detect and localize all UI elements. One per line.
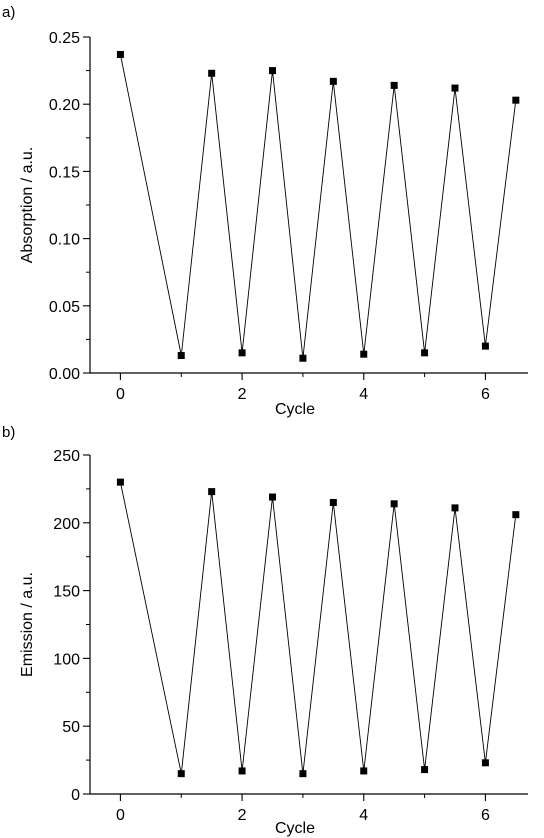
y-tick-label: 50	[62, 719, 80, 736]
y-axis-title: Emission / a.u.	[19, 572, 36, 677]
x-axis-title: Cycle	[275, 820, 315, 837]
data-point	[116, 478, 124, 486]
data-point	[512, 96, 520, 104]
y-tick-label: 0.25	[49, 30, 80, 47]
y-tick-label: 100	[53, 651, 80, 668]
data-point	[390, 500, 398, 508]
panel-label: b)	[2, 424, 15, 441]
y-tick-label: 0.20	[49, 97, 80, 114]
y-axis-title: Absorption / a.u.	[19, 147, 36, 264]
data-point	[512, 511, 520, 519]
y-tick-label: 150	[53, 584, 80, 601]
data-point	[421, 349, 429, 357]
data-point	[329, 77, 337, 85]
data-point	[208, 488, 216, 496]
data-point	[390, 81, 398, 89]
x-tick-label: 2	[238, 807, 247, 824]
x-tick-label: 2	[238, 386, 247, 403]
y-tick-label: 0.00	[49, 366, 80, 383]
panel-a: a) 0 2 4 6 0.00 0.05 0.10 0.15 0.20 0.25 Cycle Absor…	[2, 4, 528, 418]
data-point	[238, 349, 246, 357]
data-point	[269, 67, 276, 75]
data-point	[299, 354, 307, 362]
data-point	[269, 493, 276, 501]
data-point	[299, 770, 307, 778]
x-tick-label: 4	[359, 807, 368, 824]
data-point	[177, 352, 185, 360]
x-tick-label: 6	[481, 807, 490, 824]
y-tick-label: 0.15	[49, 164, 80, 181]
data-point	[177, 770, 185, 778]
data-point	[481, 342, 489, 350]
data-point	[360, 350, 368, 358]
data-point	[451, 84, 459, 92]
series-line	[119, 54, 517, 359]
x-tick-label: 0	[116, 386, 125, 403]
data-point	[421, 766, 429, 774]
y-tick-label: 0.05	[49, 299, 80, 316]
y-tick-label: 0	[71, 787, 80, 804]
panel-b: b) 0 2 4 6 0 50 100 150 200 250 Cycle Emission / a.u…	[2, 424, 528, 837]
series-line	[119, 482, 517, 774]
data-point	[208, 69, 216, 77]
data-point	[116, 50, 124, 58]
x-axis-title: Cycle	[275, 401, 315, 418]
y-tick-label: 0.10	[49, 232, 80, 249]
y-tick-label: 200	[53, 516, 80, 533]
data-point	[451, 504, 459, 512]
x-tick-label: 6	[481, 386, 490, 403]
y-tick-label: 250	[53, 448, 80, 465]
x-tick-label: 0	[116, 807, 125, 824]
data-point	[360, 767, 368, 775]
data-point	[481, 759, 489, 767]
data-point	[329, 498, 337, 506]
data-point	[238, 767, 246, 775]
panel-label: a)	[2, 4, 15, 21]
x-tick-label: 4	[359, 386, 368, 403]
